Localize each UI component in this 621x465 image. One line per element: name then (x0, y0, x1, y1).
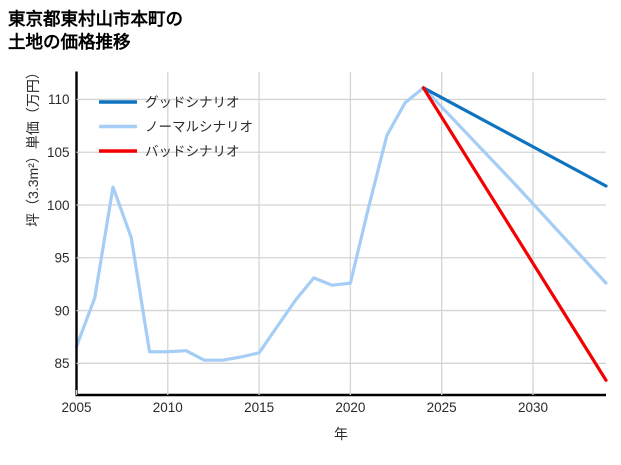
y-tick-label: 105 (47, 145, 70, 160)
y-tick-label: 100 (47, 198, 70, 213)
tick-labels: 85 90 95 100 105 110 2005 2010 2015 2020 2025 2030 (47, 92, 548, 415)
x-axis-title: 年 (334, 426, 348, 442)
x-tick-label: 2030 (518, 400, 548, 415)
series-line-bad (421, 86, 608, 382)
legend-label: バッドシナリオ (145, 144, 240, 159)
y-tick-label: 85 (54, 356, 69, 371)
y-tick-label: 90 (54, 303, 69, 318)
x-tick-label: 2005 (61, 400, 91, 415)
legend-item[interactable]: グッドシナリオ (99, 95, 240, 110)
x-tick-label: 2010 (153, 400, 183, 415)
series-line-good (421, 86, 608, 188)
legend-label: ノーマルシナリオ (145, 120, 253, 135)
legend-item[interactable]: バッドシナリオ (99, 144, 240, 159)
legend-label: グッドシナリオ (145, 95, 240, 110)
gridlines (76, 72, 606, 395)
data-series-layer (74, 86, 608, 382)
x-tick-label: 2020 (335, 400, 365, 415)
chart-title: 東京都東村山市本町の 土地の価格推移 (8, 9, 183, 53)
y-tick-label: 95 (54, 251, 69, 266)
y-tick-label: 110 (48, 92, 70, 107)
x-tick-label: 2025 (427, 400, 457, 415)
series-line-normal (74, 86, 608, 362)
x-tick-label: 2015 (244, 400, 274, 415)
axis-lines (75, 71, 606, 397)
legend-item[interactable]: ノーマルシナリオ (99, 120, 253, 135)
